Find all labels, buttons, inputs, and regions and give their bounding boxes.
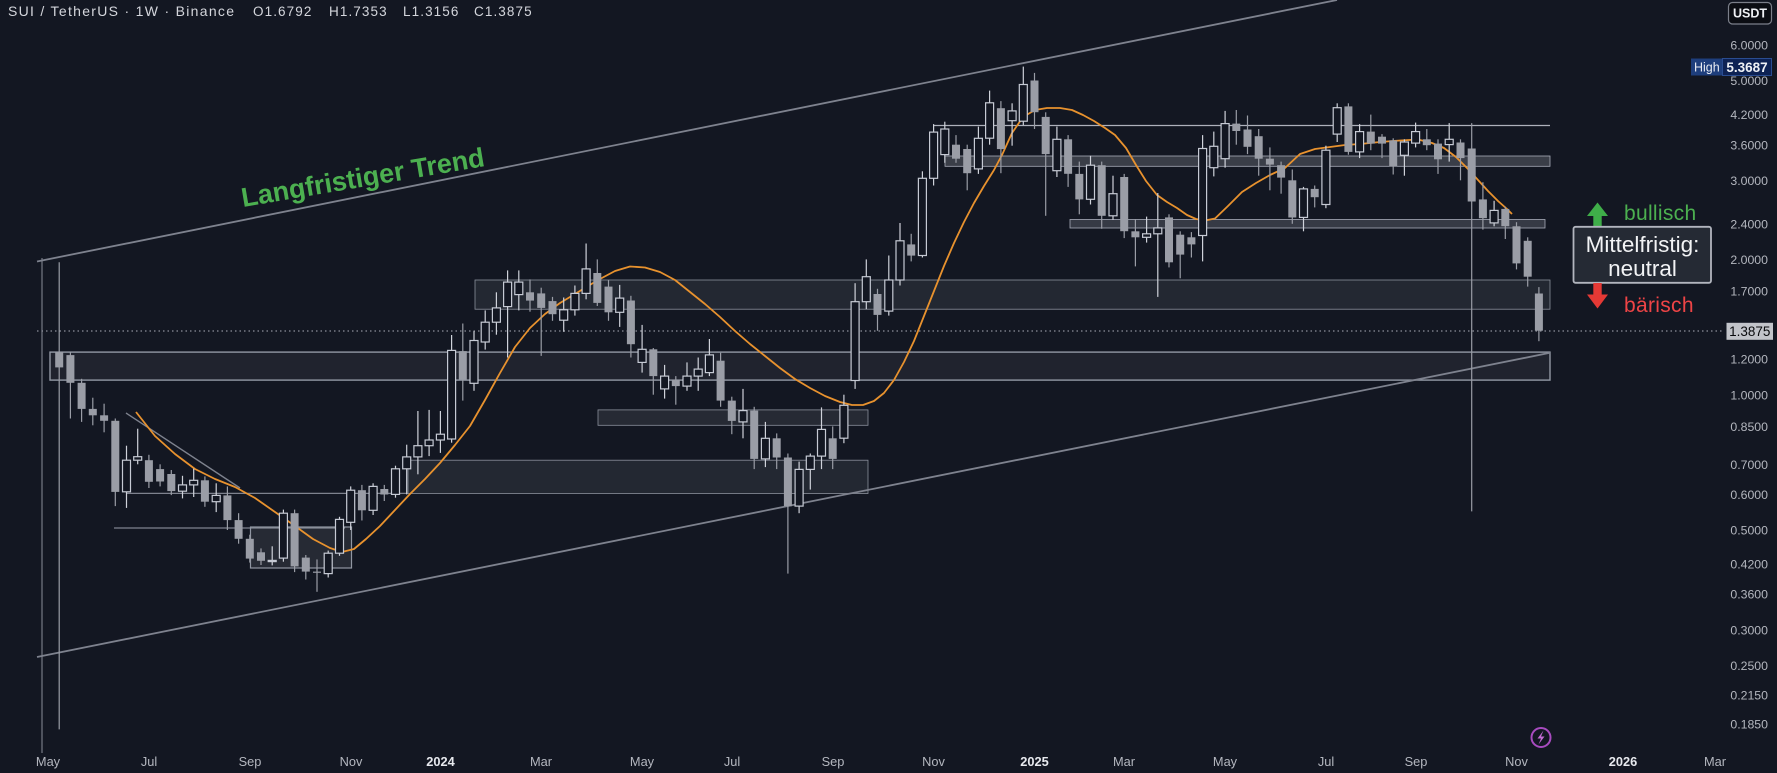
svg-text:0.5000: 0.5000 xyxy=(1730,524,1768,538)
svg-text:Jul: Jul xyxy=(141,754,157,769)
svg-text:0.1850: 0.1850 xyxy=(1730,718,1768,732)
svg-text:Mar: Mar xyxy=(1704,754,1727,769)
svg-text:4.2000: 4.2000 xyxy=(1730,108,1768,122)
svg-text:bärisch: bärisch xyxy=(1624,294,1694,317)
svg-text:Jul: Jul xyxy=(724,754,740,769)
svg-text:SUI / TetherUS · 1W · Binance: SUI / TetherUS · 1W · Binance xyxy=(8,3,235,19)
svg-text:Mar: Mar xyxy=(530,754,553,769)
svg-text:Mittelfristig:: Mittelfristig: xyxy=(1586,232,1700,257)
svg-text:May: May xyxy=(36,754,61,769)
svg-text:Sep: Sep xyxy=(239,754,262,769)
svg-text:Nov: Nov xyxy=(922,754,945,769)
svg-text:1.7000: 1.7000 xyxy=(1730,285,1768,299)
svg-text:May: May xyxy=(630,754,655,769)
svg-text:Mar: Mar xyxy=(1113,754,1136,769)
svg-text:1.2000: 1.2000 xyxy=(1730,353,1768,367)
svg-text:0.6000: 0.6000 xyxy=(1730,488,1768,502)
svg-text:H1.7353: H1.7353 xyxy=(329,4,388,19)
svg-text:1.0000: 1.0000 xyxy=(1730,388,1768,402)
svg-text:High: High xyxy=(1694,61,1720,75)
svg-text:neutral: neutral xyxy=(1608,256,1677,281)
svg-text:Jul: Jul xyxy=(1318,754,1334,769)
svg-text:C1.3875: C1.3875 xyxy=(474,4,533,19)
svg-text:O1.6792: O1.6792 xyxy=(253,4,313,19)
svg-text:0.4200: 0.4200 xyxy=(1730,558,1768,572)
svg-text:2.0000: 2.0000 xyxy=(1730,253,1768,267)
svg-text:Nov: Nov xyxy=(1505,754,1528,769)
svg-text:0.2150: 0.2150 xyxy=(1730,688,1768,702)
svg-text:5.0000: 5.0000 xyxy=(1730,74,1768,88)
svg-text:0.7000: 0.7000 xyxy=(1730,458,1768,472)
svg-text:6.0000: 6.0000 xyxy=(1730,39,1768,53)
svg-text:0.3000: 0.3000 xyxy=(1730,623,1768,637)
svg-text:2026: 2026 xyxy=(1609,754,1637,769)
svg-text:Sep: Sep xyxy=(1405,754,1428,769)
svg-text:3.0000: 3.0000 xyxy=(1730,174,1768,188)
svg-text:3.6000: 3.6000 xyxy=(1730,138,1768,152)
svg-text:Nov: Nov xyxy=(340,754,363,769)
svg-text:0.2500: 0.2500 xyxy=(1730,659,1768,673)
svg-text:L1.3156: L1.3156 xyxy=(403,4,460,19)
svg-text:1.3875: 1.3875 xyxy=(1729,324,1770,339)
svg-text:2024: 2024 xyxy=(426,754,455,769)
svg-text:2.4000: 2.4000 xyxy=(1730,217,1768,231)
svg-text:5.3687: 5.3687 xyxy=(1726,60,1767,75)
svg-text:Sep: Sep xyxy=(822,754,845,769)
svg-text:2025: 2025 xyxy=(1020,754,1048,769)
svg-text:May: May xyxy=(1213,754,1238,769)
svg-text:USDT: USDT xyxy=(1733,7,1767,21)
svg-text:bullisch: bullisch xyxy=(1624,202,1696,225)
svg-text:0.3600: 0.3600 xyxy=(1730,588,1768,602)
svg-text:0.8500: 0.8500 xyxy=(1730,420,1768,434)
